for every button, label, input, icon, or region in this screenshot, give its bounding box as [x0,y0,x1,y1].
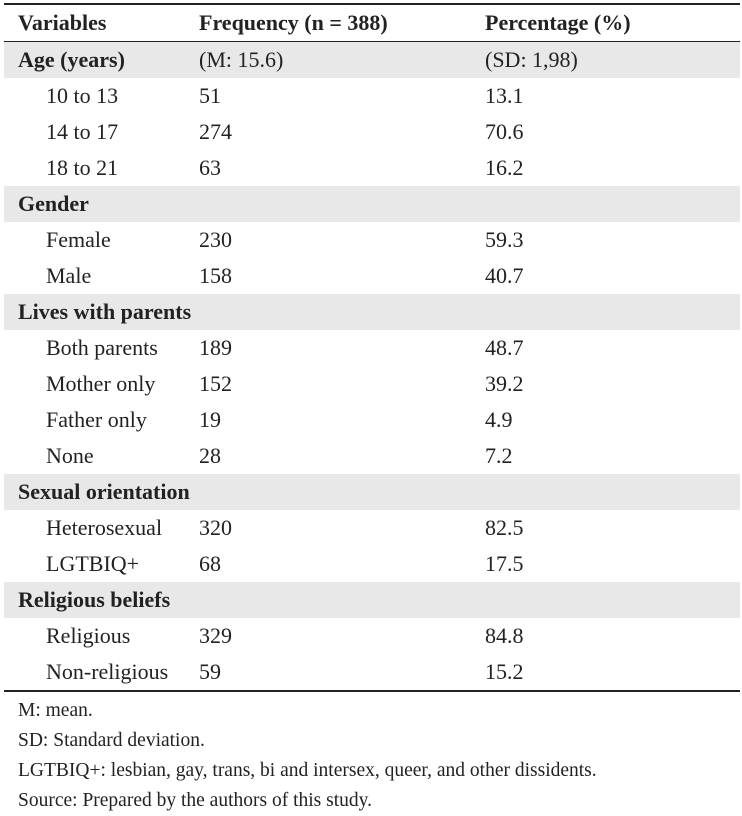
group-frequency: (M: 15.6) [199,41,485,78]
table-notes: M: mean. SD: Standard deviation. LGTBIQ+: … [4,696,740,816]
table-note: Source: Prepared by the authors of this … [18,790,372,811]
table-row: Female 230 59.3 [4,222,740,258]
table-note: SD: Standard deviation. [18,730,205,751]
row-frequency: 158 [199,263,232,288]
table-row: Mother only 152 39.2 [4,366,740,402]
row-percentage: 17.5 [485,551,524,576]
group-frequency [199,186,485,222]
row-label: LGTBIQ+ [46,551,140,576]
group-percentage [485,294,740,330]
row-frequency: 320 [199,515,232,540]
group-label: Lives with parents [4,294,199,330]
row-label: Father only [46,407,147,432]
row-label: 18 to 21 [46,155,119,180]
group-label: Gender [4,186,199,222]
table-row: 18 to 21 63 16.2 [4,150,740,186]
group-percentage [485,582,740,618]
row-frequency: 152 [199,371,232,396]
group-row: Gender [4,186,740,222]
row-frequency: 230 [199,227,232,252]
row-label: Female [46,227,111,252]
table-header-row: Variables Frequency (n = 388) Percentage… [4,4,740,42]
row-percentage: 4.9 [485,407,513,432]
row-label: None [46,443,94,468]
row-label: Heterosexual [46,515,163,540]
table-row: LGTBIQ+ 68 17.5 [4,546,740,582]
row-frequency: 63 [199,155,221,180]
row-frequency: 19 [199,407,221,432]
group-row: Age (years) (M: 15.6) (SD: 1,98) [4,41,740,78]
row-label: 10 to 13 [46,83,119,108]
group-label: Age (years) [4,41,199,78]
row-frequency: 51 [199,83,221,108]
table-row: 14 to 17 274 70.6 [4,114,740,150]
table-row: Father only 19 4.9 [4,402,740,438]
row-percentage: 7.2 [485,443,513,468]
table-row: Male 158 40.7 [4,258,740,294]
demographics-table: Variables Frequency (n = 388) Percentage… [4,3,740,692]
row-label: Mother only [46,371,156,396]
table-row: Religious 329 84.8 [4,618,740,654]
row-percentage: 59.3 [485,227,524,252]
group-row: Sexual orientation [4,474,740,510]
table-row: 10 to 13 51 13.1 [4,78,740,114]
row-percentage: 84.8 [485,623,524,648]
table-row: None 28 7.2 [4,438,740,474]
row-label: 14 to 17 [46,119,119,144]
table-note: M: mean. [18,700,93,721]
row-percentage: 15.2 [485,659,524,684]
group-percentage [485,186,740,222]
table-note: LGTBIQ+: lesbian, gay, trans, bi and int… [18,760,597,781]
row-label: Both parents [46,335,158,360]
row-percentage: 48.7 [485,335,524,360]
group-percentage [485,474,740,510]
table-body: Age (years) (M: 15.6) (SD: 1,98) 10 to 13 51… [4,41,740,691]
group-label: Religious beliefs [4,582,199,618]
group-row: Lives with parents [4,294,740,330]
demographics-table-container: Variables Frequency (n = 388) Percentage… [4,3,740,816]
header-frequency: Frequency (n = 388) [199,10,388,35]
group-row: Religious beliefs [4,582,740,618]
row-frequency: 329 [199,623,232,648]
row-label: Non-religious [46,659,169,684]
row-percentage: 70.6 [485,119,524,144]
row-frequency: 189 [199,335,232,360]
group-frequency [199,294,485,330]
group-frequency [199,582,485,618]
row-percentage: 39.2 [485,371,524,396]
group-label: Sexual orientation [4,474,199,510]
row-percentage: 82.5 [485,515,524,540]
row-percentage: 40.7 [485,263,524,288]
group-percentage: (SD: 1,98) [485,41,740,78]
row-label: Religious [46,623,131,648]
row-frequency: 68 [199,551,221,576]
row-frequency: 274 [199,119,232,144]
row-percentage: 16.2 [485,155,524,180]
table-row: Non-religious 59 15.2 [4,654,740,691]
row-label: Male [46,263,92,288]
row-frequency: 28 [199,443,221,468]
row-frequency: 59 [199,659,221,684]
table-row: Heterosexual 320 82.5 [4,510,740,546]
header-variables: Variables [18,10,107,35]
group-frequency [199,474,485,510]
row-percentage: 13.1 [485,83,524,108]
header-percentage: Percentage (%) [485,10,631,35]
table-row: Both parents 189 48.7 [4,330,740,366]
